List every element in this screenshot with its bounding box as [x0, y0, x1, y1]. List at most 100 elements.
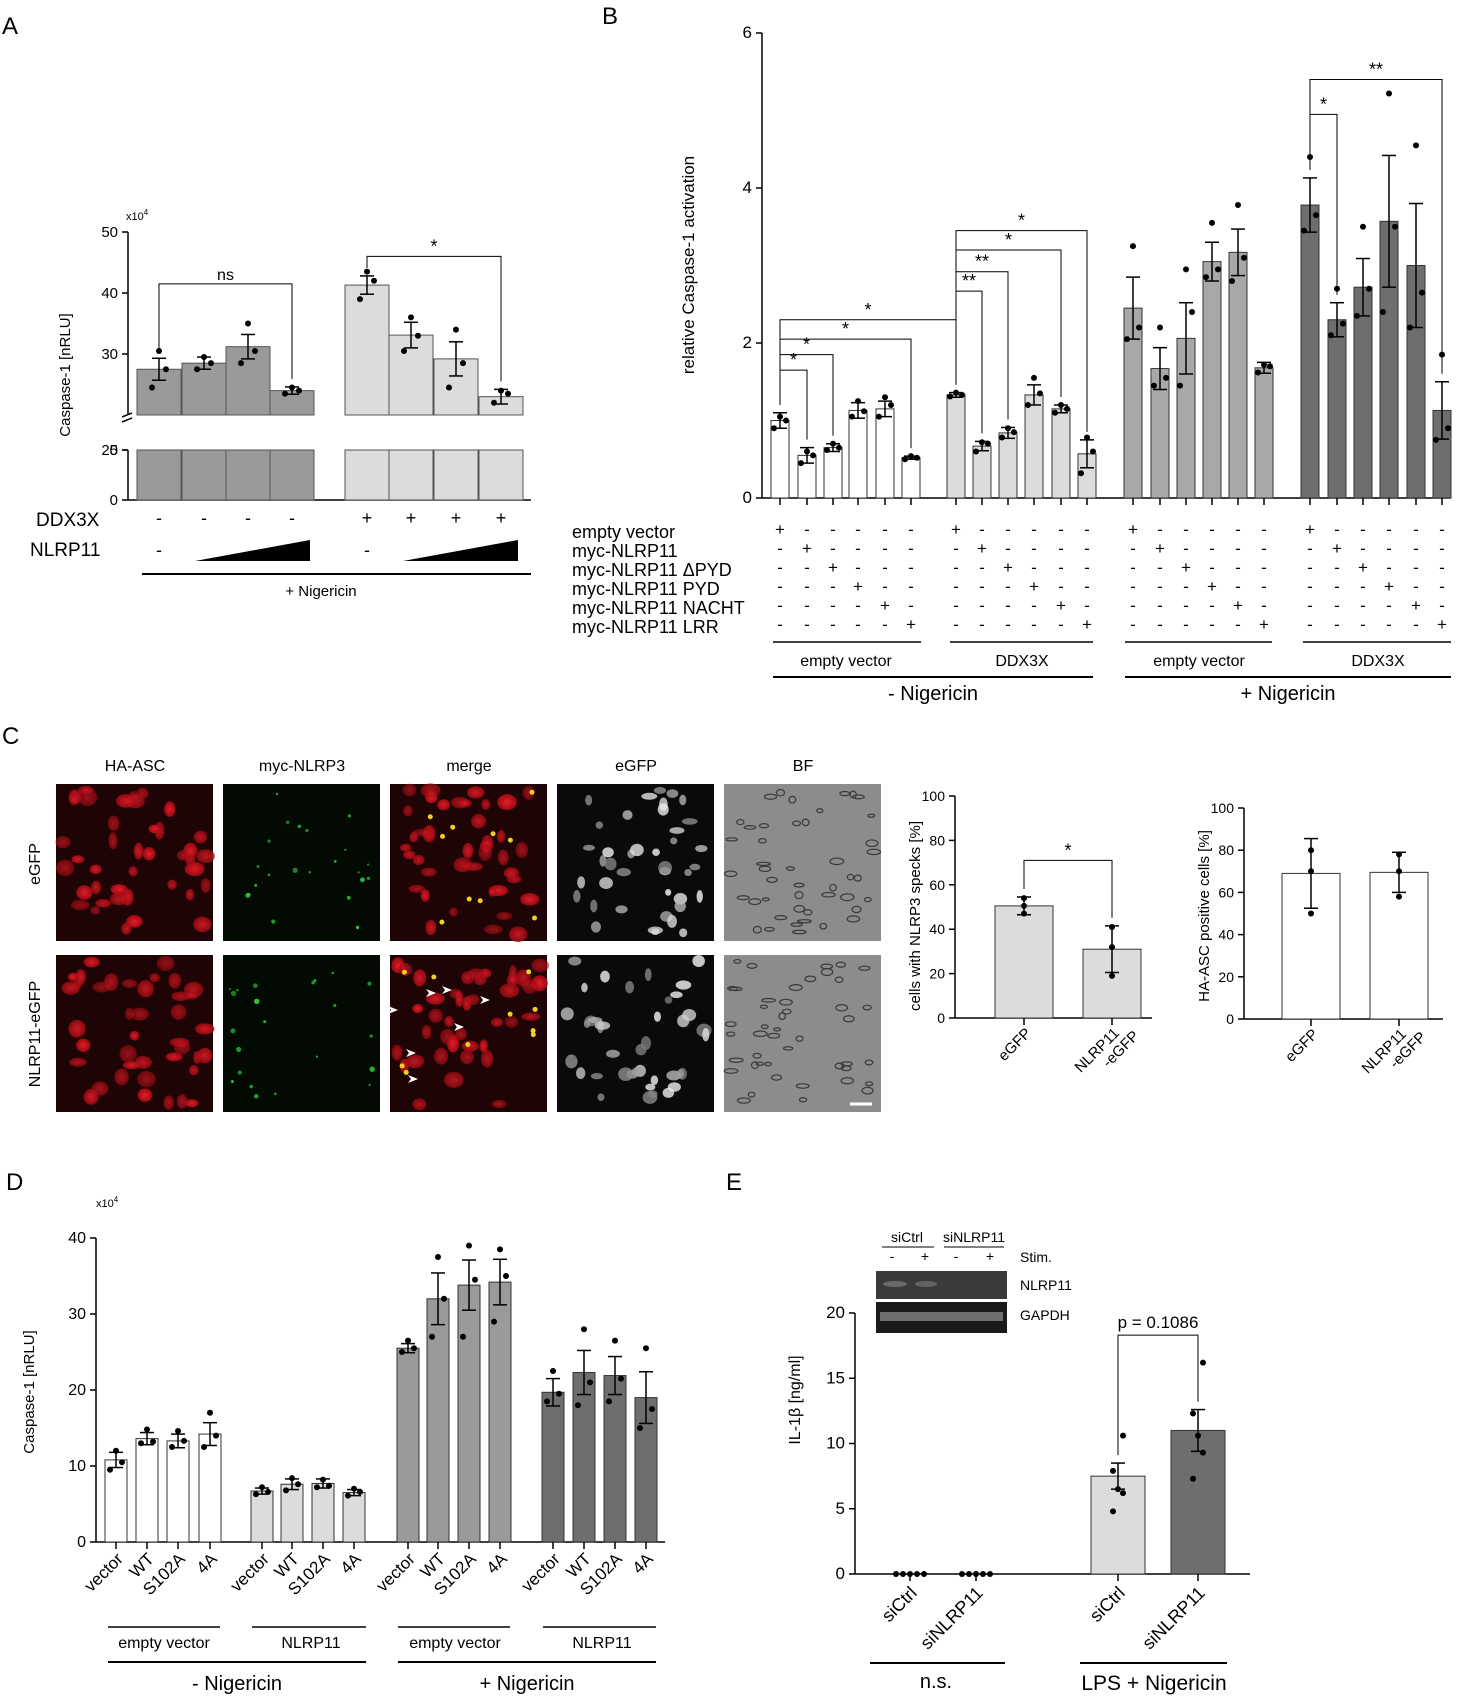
data-point	[259, 1484, 265, 1491]
panel-a-group-label: + Nigericin	[285, 583, 356, 600]
y-tick-label: 30	[101, 346, 118, 363]
panel-b-table-sign: -	[1360, 577, 1366, 596]
panel-b-table-sign: -	[1209, 558, 1215, 577]
panel-c-micrographs: HA-ASC myc-NLRP3 merge eGFP BF eGFP NLRP…	[27, 758, 882, 1112]
cell-outline	[846, 873, 855, 881]
panel-b-table-sign: -	[1386, 539, 1392, 558]
cell-blob	[461, 1040, 479, 1052]
cell-blob	[590, 921, 601, 933]
y-axis-label: relative Caspase-1 activation	[679, 156, 698, 374]
data-point	[169, 1444, 175, 1450]
data-point	[606, 1398, 612, 1405]
data-point	[1328, 332, 1334, 339]
panel-b-table-sign: -	[1235, 577, 1241, 596]
panel-b-table-sign: +	[906, 615, 916, 634]
cell-blob	[684, 869, 692, 877]
cell-blob	[184, 991, 199, 1000]
speck	[367, 863, 370, 866]
cell-blob	[657, 803, 669, 816]
cell-outline	[727, 985, 739, 991]
cell-outline	[782, 1046, 794, 1051]
arrowhead-icon	[388, 1006, 398, 1014]
cell-blob	[471, 813, 487, 829]
cell-blob	[666, 789, 679, 798]
significance-label: **	[1369, 60, 1383, 80]
data-point	[1203, 274, 1209, 281]
data-point	[411, 1345, 417, 1352]
data-point	[1308, 868, 1314, 875]
cell-outline	[852, 794, 865, 800]
arrowhead-icon	[406, 1049, 416, 1057]
cell-outline	[746, 962, 758, 969]
data-point	[544, 1398, 550, 1405]
y-tick-label: 100	[1211, 800, 1235, 816]
cell-blob	[89, 864, 102, 875]
data-point	[637, 1425, 643, 1431]
data-point	[876, 413, 882, 420]
y-tick-label: 40	[929, 921, 945, 937]
cell-blob	[137, 980, 154, 998]
speck	[368, 1083, 371, 1086]
cell-blob	[630, 843, 644, 857]
panel-b-table-sign: -	[1084, 596, 1090, 615]
cell-blob	[496, 829, 506, 843]
data-point	[771, 425, 777, 432]
cell-outline	[764, 926, 775, 932]
cell-outline	[804, 975, 817, 983]
cell-blob	[581, 982, 588, 993]
cell-outline	[819, 922, 828, 930]
cell-outline	[864, 1059, 874, 1066]
data-point	[208, 360, 214, 367]
y-tick-label: 10	[68, 1458, 86, 1475]
colocalized-speck	[439, 919, 445, 925]
panel-b-group-label-4: DDX3X	[1351, 653, 1405, 670]
cell-outline	[755, 861, 772, 866]
cell-outline	[728, 1057, 744, 1063]
cell-blob	[606, 1049, 620, 1058]
cell-blob	[70, 899, 90, 911]
bar	[823, 447, 843, 499]
x-category-label-line: 4A	[629, 1549, 658, 1578]
panel-d-super-label-2: + Nigericin	[479, 1673, 574, 1695]
cell-blob	[465, 994, 480, 1006]
cell-blob	[573, 889, 581, 903]
cell-blob	[702, 1028, 710, 1042]
cell-blob	[478, 844, 492, 861]
cell-blob	[587, 1016, 603, 1024]
cell-blob	[107, 815, 120, 832]
speck	[369, 1066, 375, 1072]
x-category-label-line: siCtrl	[1086, 1583, 1129, 1626]
data-point	[907, 1571, 913, 1577]
cell-blob	[399, 843, 412, 852]
data-point	[1308, 847, 1314, 854]
bar	[457, 1284, 481, 1543]
speck	[308, 871, 311, 874]
y-tick-label: 4	[743, 178, 752, 197]
cell-blob	[599, 877, 613, 890]
cell-outline	[736, 1097, 751, 1104]
panel-b-table-sign: -	[882, 615, 888, 634]
cell-outline	[758, 865, 772, 873]
significance-bracket	[1117, 1334, 1199, 1456]
panel-c-col-title-1: HA-ASC	[105, 758, 165, 775]
blot-band-gapdh-signal	[880, 1312, 1003, 1321]
cell-blob	[590, 1072, 603, 1080]
speck	[333, 859, 337, 863]
panel-b-table-sign: -	[777, 615, 783, 634]
data-point	[1021, 895, 1027, 902]
panel-letter-c: C	[2, 723, 19, 750]
cell-outline	[795, 1083, 810, 1089]
cell-blob	[420, 889, 430, 902]
cell-blob	[480, 1050, 494, 1068]
speck	[286, 820, 290, 825]
panel-b-table-sign: -	[953, 577, 959, 596]
speck	[230, 1079, 234, 1084]
blot-stim-sign: +	[921, 1248, 929, 1264]
cell-blob	[696, 890, 703, 903]
cell-blob	[622, 810, 633, 820]
panel-c-col-title-5: BF	[793, 758, 814, 775]
y-tick-label: 50	[101, 224, 118, 241]
speck	[252, 983, 258, 989]
cell-outline	[816, 808, 824, 814]
panel-b-table-sign: -	[1413, 558, 1419, 577]
